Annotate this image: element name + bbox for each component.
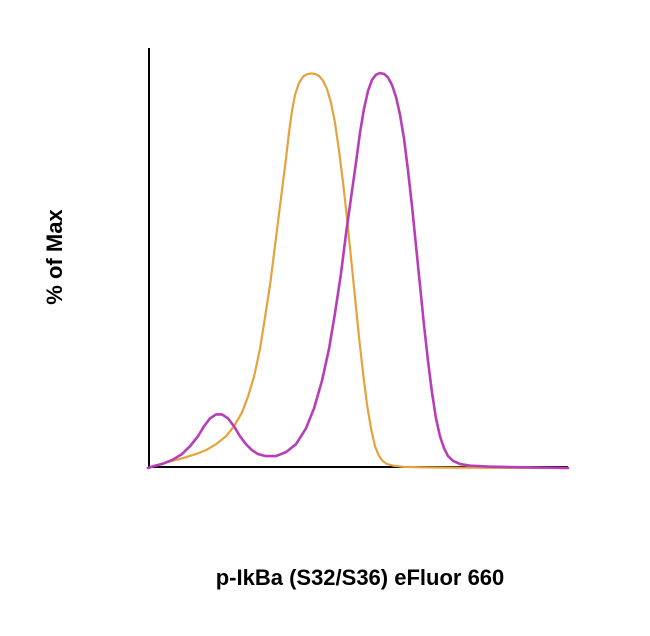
series-control <box>148 73 568 468</box>
y-axis-label: % of Max <box>42 177 68 337</box>
histogram-curves <box>148 48 568 468</box>
x-axis-label: p-IkBa (S32/S36) eFluor 660 <box>150 565 570 591</box>
series-treated <box>148 73 568 468</box>
